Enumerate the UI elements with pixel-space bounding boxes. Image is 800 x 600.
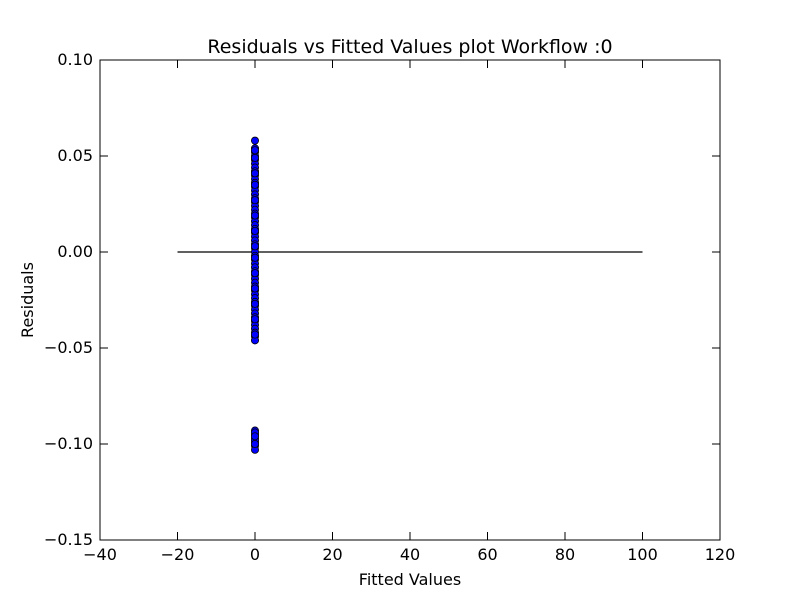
x-tick-label: 60: [477, 545, 497, 564]
data-point: [250, 299, 259, 308]
data-point: [250, 146, 259, 155]
data-point: [250, 330, 259, 339]
x-tick-label: −20: [161, 545, 195, 564]
x-tick-label: 0: [250, 545, 260, 564]
y-axis-title: Residuals: [18, 262, 37, 338]
data-point: [250, 315, 259, 324]
x-tick-label: 80: [555, 545, 575, 564]
y-tick-label: −0.05: [44, 338, 93, 357]
x-tick-label: 20: [322, 545, 342, 564]
data-point: [250, 180, 259, 189]
data-point: [250, 211, 259, 220]
data-point: [250, 269, 259, 278]
y-tick-label: 0.05: [57, 146, 93, 165]
data-point: [250, 196, 259, 205]
y-tick-label: 0.10: [57, 50, 93, 69]
x-tick-label: 100: [627, 545, 658, 564]
data-point: [250, 439, 259, 448]
plot-frame: [99, 59, 721, 541]
data-point: [250, 284, 259, 293]
x-tick-label: 120: [705, 545, 736, 564]
y-tick-label: −0.15: [44, 530, 93, 549]
data-point: [250, 136, 259, 145]
data-point: [250, 169, 259, 178]
plot-area: −40 −20 0 20 40 60 80 100 120 −0.15 −0.10 −0.05 0.00…: [44, 50, 735, 564]
x-axis-title: Fitted Values: [359, 570, 461, 589]
data-point: [250, 153, 259, 162]
data-point: [250, 242, 259, 251]
y-tick-label: −0.10: [44, 434, 93, 453]
chart-title: Residuals vs Fitted Values plot Workflow…: [207, 36, 612, 58]
data-point: [250, 432, 259, 441]
x-tick-label: 40: [400, 545, 420, 564]
data-point: [250, 253, 259, 262]
x-tick-label: −40: [83, 545, 117, 564]
data-point: [250, 226, 259, 235]
y-tick-label: 0.00: [57, 242, 93, 261]
